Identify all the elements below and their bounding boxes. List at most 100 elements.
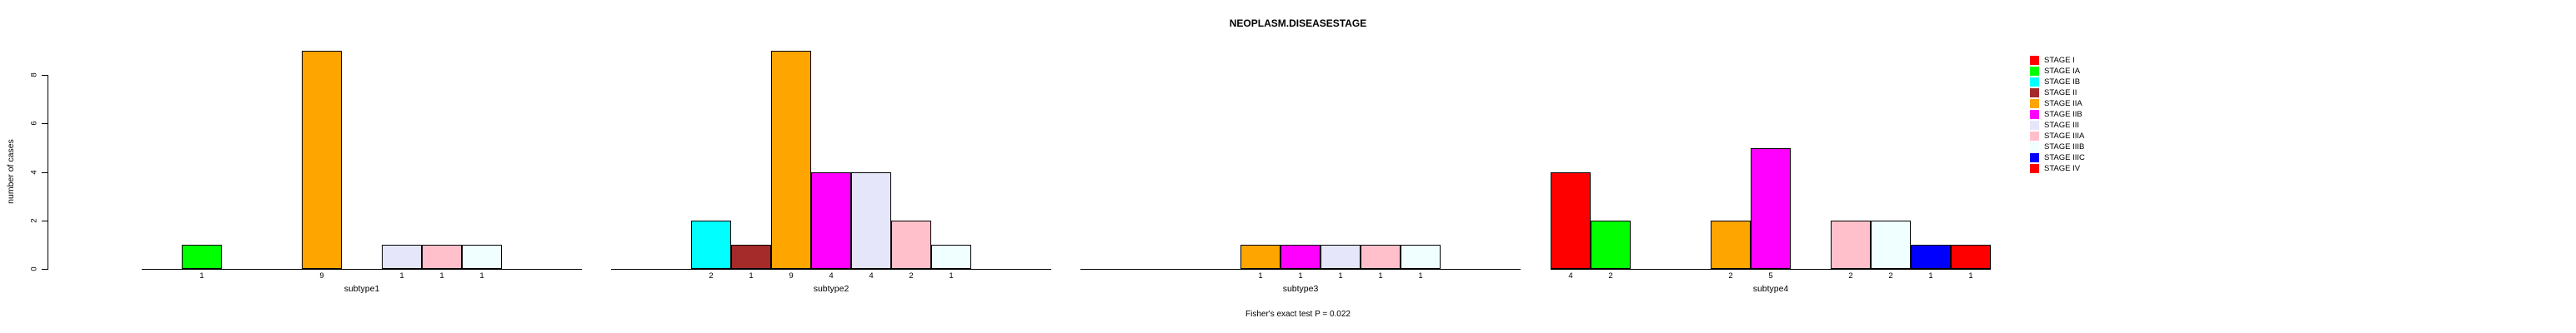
bar-value-label: 2 [709, 271, 714, 281]
legend-label: STAGE III [2044, 120, 2080, 130]
y-tick-label: 0 [29, 266, 39, 271]
bar [1911, 245, 1951, 269]
bar [1711, 221, 1751, 269]
bar [462, 245, 502, 269]
legend-item: STAGE IIIA [2030, 131, 2085, 142]
bar [382, 245, 422, 269]
legend-swatch [2030, 67, 2039, 76]
x-axis-title: subtype3 [1282, 284, 1319, 294]
bar-value-label: 1 [1258, 271, 1263, 281]
bar-value-label: 2 [909, 271, 914, 281]
legend-swatch [2030, 77, 2039, 87]
legend-label: STAGE I [2044, 55, 2075, 65]
x-axis-line [142, 269, 582, 270]
legend-item: STAGE IB [2030, 77, 2085, 87]
bar [811, 172, 851, 269]
legend-swatch [2030, 88, 2039, 97]
legend-label: STAGE IIIA [2044, 131, 2085, 141]
legend-label: STAGE IIIC [2044, 152, 2085, 162]
bar-value-label: 9 [789, 271, 794, 281]
bar-value-label: 1 [1378, 271, 1383, 281]
bar [1321, 245, 1361, 269]
bar-value-label: 2 [1608, 271, 1613, 281]
bar [771, 51, 811, 269]
legend: STAGE I STAGE IA STAGE IB STAGE II STAGE IIA… [2030, 55, 2085, 174]
bar [182, 245, 222, 269]
bar-value-label: 1 [1928, 271, 1933, 281]
bar [422, 245, 462, 269]
legend-item: STAGE IA [2030, 66, 2085, 77]
bar-value-label: 1 [949, 271, 954, 281]
bar-value-label: 4 [1568, 271, 1573, 281]
y-tick-mark [42, 172, 48, 173]
legend-item: STAGE IIIB [2030, 142, 2085, 152]
bar-value-label: 9 [319, 271, 324, 281]
bar [302, 51, 342, 269]
bar-value-label: 1 [399, 271, 404, 281]
y-tick-mark [42, 269, 48, 270]
legend-swatch [2030, 121, 2039, 130]
bar [1240, 245, 1280, 269]
bar [1951, 245, 1991, 269]
legend-label: STAGE IV [2044, 163, 2081, 173]
legend-swatch [2030, 142, 2039, 152]
y-tick-label: 4 [29, 170, 39, 175]
legend-label: STAGE IIIB [2044, 142, 2085, 152]
y-axis-label: number of cases [6, 139, 16, 204]
legend-label: STAGE IB [2044, 77, 2081, 87]
bar-value-label: 2 [1728, 271, 1733, 281]
legend-item: STAGE IIA [2030, 98, 2085, 109]
bar-value-label: 1 [1338, 271, 1343, 281]
bar-value-label: 1 [1968, 271, 1973, 281]
legend-label: STAGE IIB [2044, 109, 2082, 119]
legend-item: STAGE II [2030, 87, 2085, 98]
legend-label: STAGE II [2044, 87, 2077, 97]
bar [1831, 221, 1871, 269]
bar-value-label: 1 [749, 271, 754, 281]
legend-item: STAGE IV [2030, 163, 2085, 174]
bar-value-label: 4 [869, 271, 874, 281]
legend-item: STAGE IIIC [2030, 152, 2085, 163]
legend-swatch [2030, 99, 2039, 108]
y-tick-label: 6 [29, 121, 39, 126]
bar-value-label: 1 [1298, 271, 1303, 281]
bar-value-label: 1 [479, 271, 484, 281]
y-tick-label: 2 [29, 218, 39, 223]
x-axis-title: subtype4 [1752, 284, 1789, 294]
bar [1551, 172, 1591, 269]
bar [1751, 148, 1791, 269]
chart-title: NEOPLASM.DISEASESTAGE [1229, 17, 1367, 29]
bar-value-label: 1 [439, 271, 444, 281]
legend-label: STAGE IA [2044, 66, 2081, 76]
bar [891, 221, 931, 269]
legend-swatch [2030, 132, 2039, 141]
bar-value-label: 2 [1888, 271, 1893, 281]
x-axis-line [1080, 269, 1521, 270]
bar [1591, 221, 1631, 269]
legend-swatch [2030, 164, 2039, 173]
bar [1361, 245, 1401, 269]
x-axis-line [611, 269, 1051, 270]
bar [731, 245, 771, 269]
y-tick-mark [42, 75, 48, 76]
bar [1280, 245, 1321, 269]
fisher-test-footnote: Fisher's exact test P = 0.022 [1245, 310, 1351, 319]
legend-swatch [2030, 153, 2039, 162]
bar-value-label: 1 [1418, 271, 1423, 281]
legend-item: STAGE III [2030, 120, 2085, 131]
bar-value-label: 2 [1848, 271, 1853, 281]
x-axis-title: subtype1 [343, 284, 380, 294]
legend-swatch [2030, 56, 2039, 65]
bar [851, 172, 891, 269]
x-axis-line [1551, 269, 1991, 270]
y-tick-mark [42, 123, 48, 124]
bar-value-label: 5 [1768, 271, 1773, 281]
bar [691, 221, 731, 269]
bar-value-label: 1 [199, 271, 204, 281]
legend-item: STAGE I [2030, 55, 2085, 66]
legend-item: STAGE IIB [2030, 109, 2085, 120]
legend-label: STAGE IIA [2044, 98, 2082, 108]
y-tick-label: 8 [29, 72, 39, 77]
legend-swatch [2030, 110, 2039, 119]
